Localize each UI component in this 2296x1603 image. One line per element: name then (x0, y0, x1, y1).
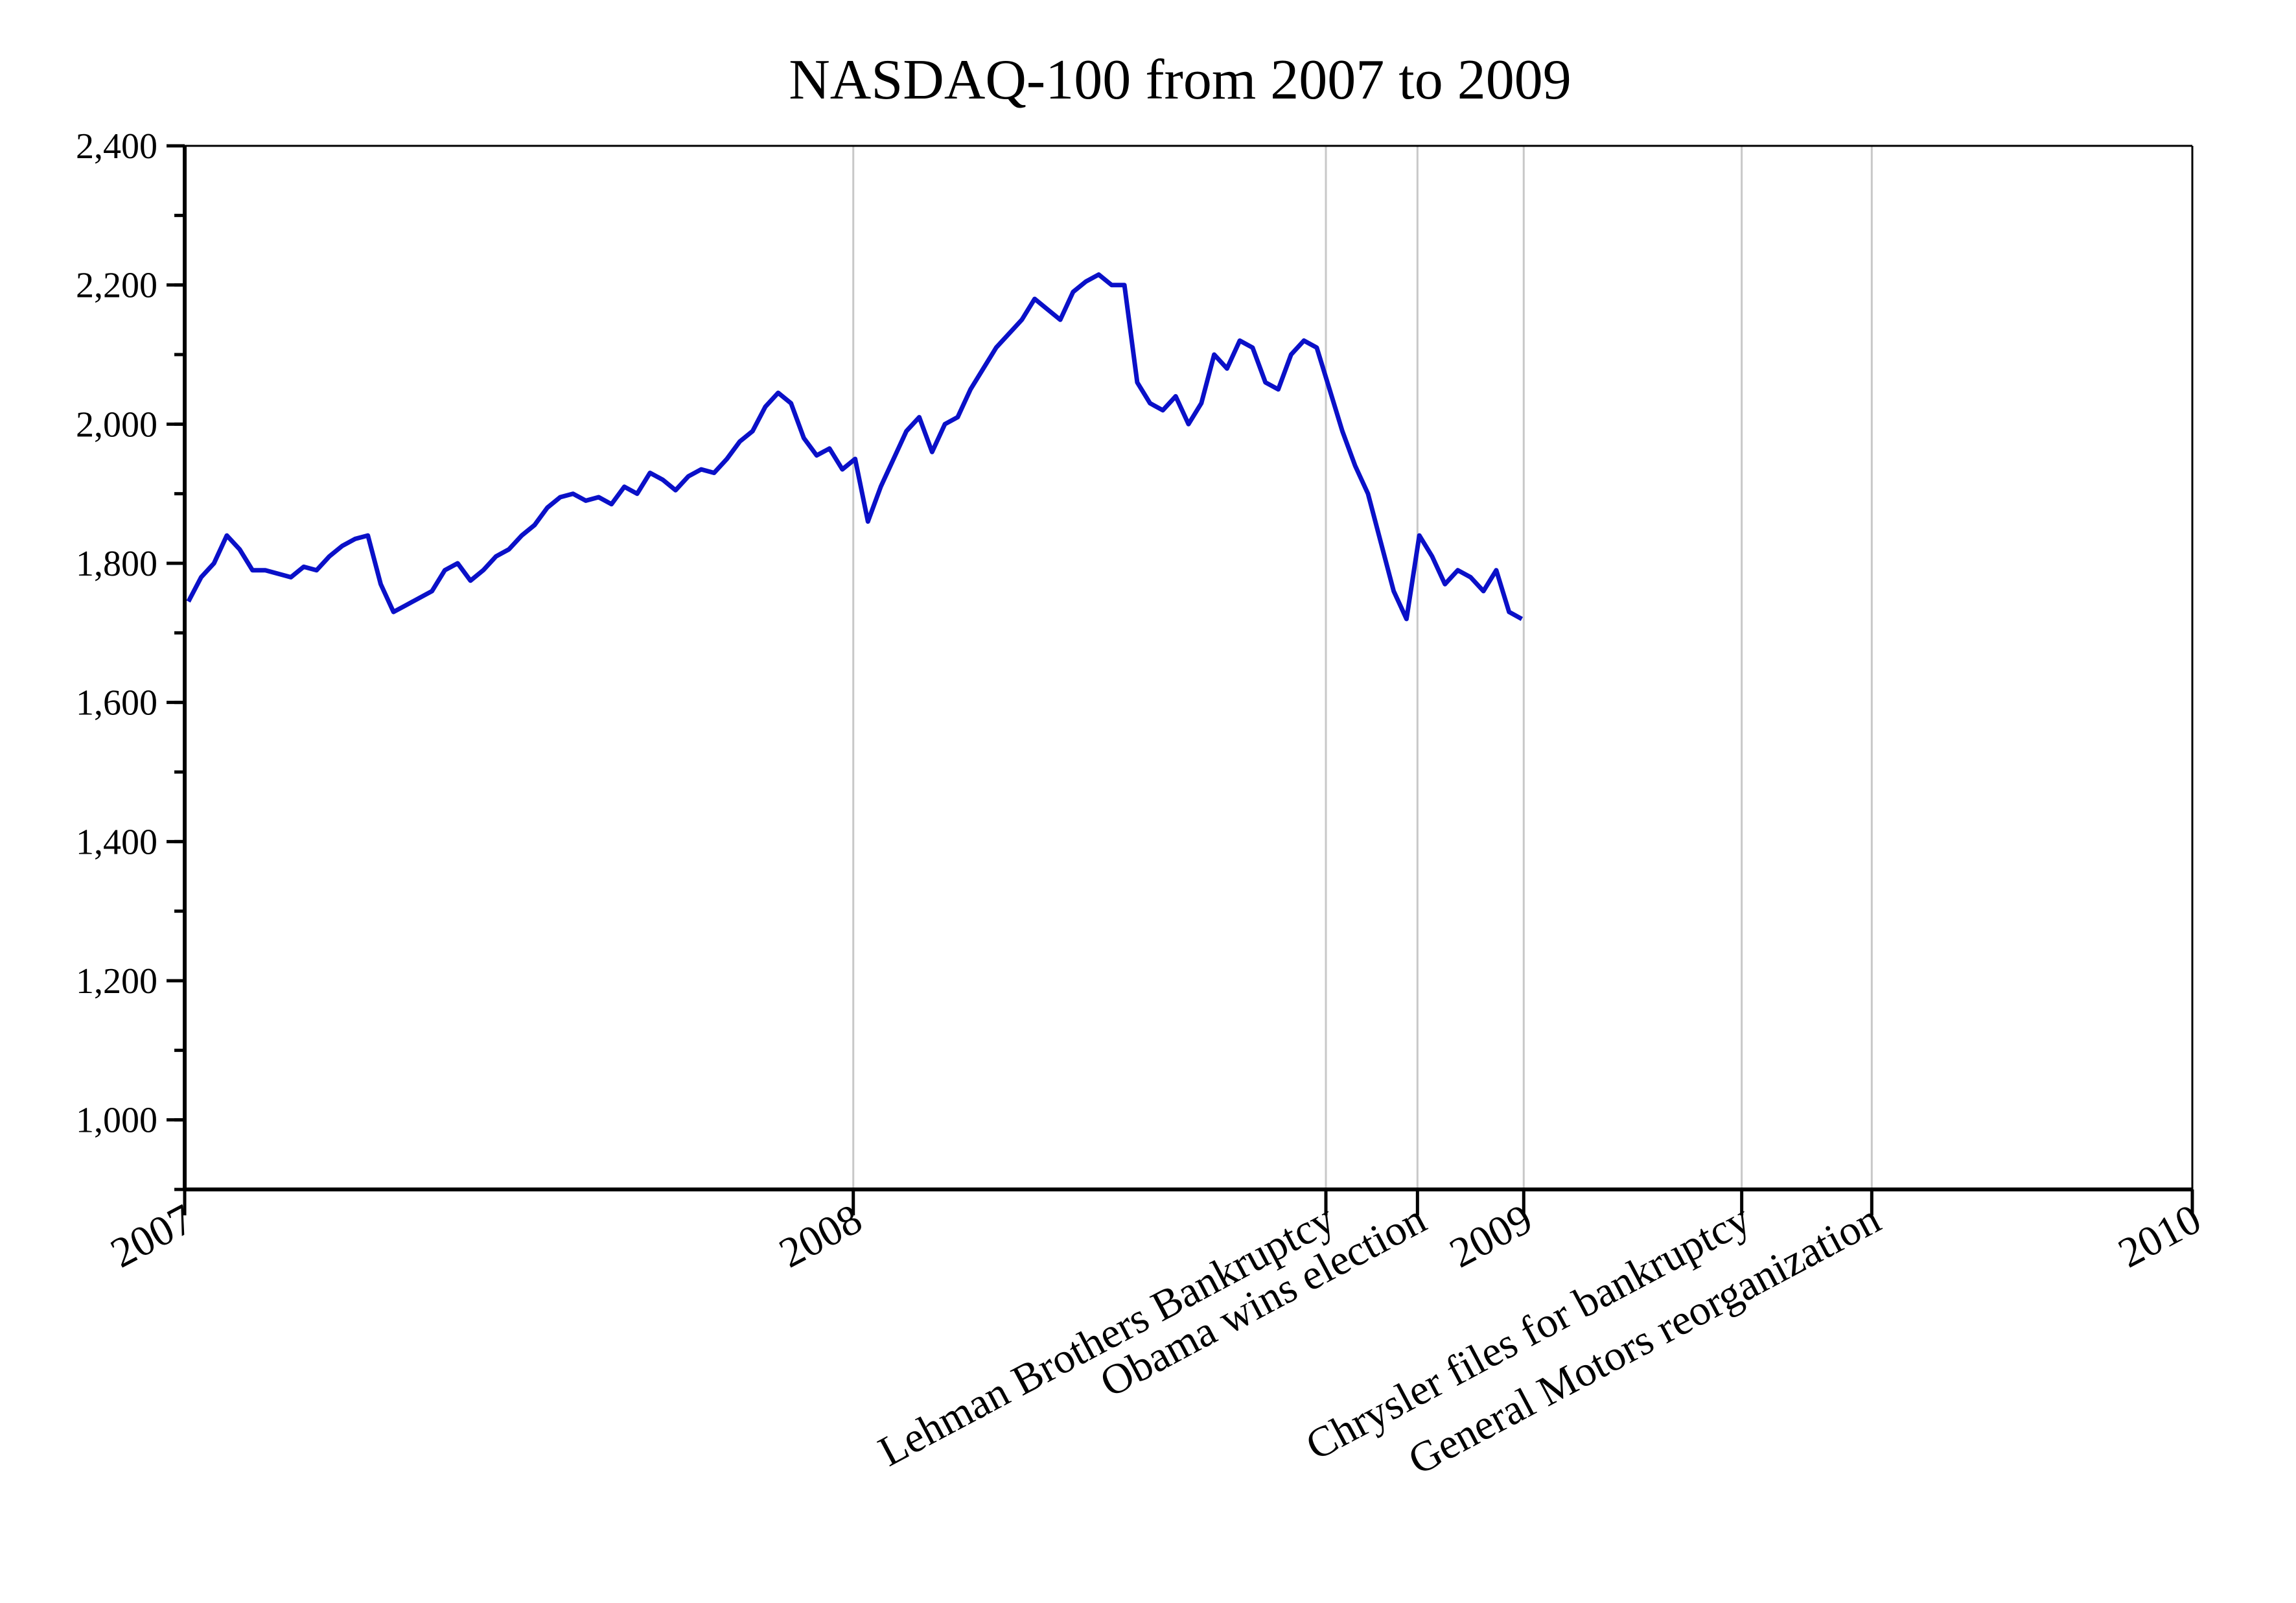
y-tick-label: 2,000 (76, 404, 157, 445)
x-axis: 2007 2008 Lehman Brothers BankruptcyObama … (103, 1189, 2209, 1484)
y-axis: 1,000 1,200 1,400 1,600 1,800 2,000 2,200 2,400 (76, 126, 185, 1191)
y-tick-label: 2,200 (76, 266, 157, 306)
y-tick-label: 1,400 (76, 822, 157, 862)
plot-layer (186, 272, 1524, 622)
event-label: Lehman Brothers Bankruptcy (871, 1195, 1342, 1476)
y-tick-label: 1,600 (76, 683, 157, 723)
chart-title: NASDAQ-100 from 2007 to 2009 (789, 49, 1571, 111)
y-tick-label: 2,400 (76, 126, 157, 167)
grid-layer (852, 146, 1873, 1189)
series-line (186, 272, 1524, 622)
y-tick-label: 1,000 (76, 1101, 157, 1141)
y-tick-label: 1,800 (76, 544, 157, 584)
axes-layer (183, 145, 2194, 1191)
y-tick-label: 1,200 (76, 961, 157, 1001)
